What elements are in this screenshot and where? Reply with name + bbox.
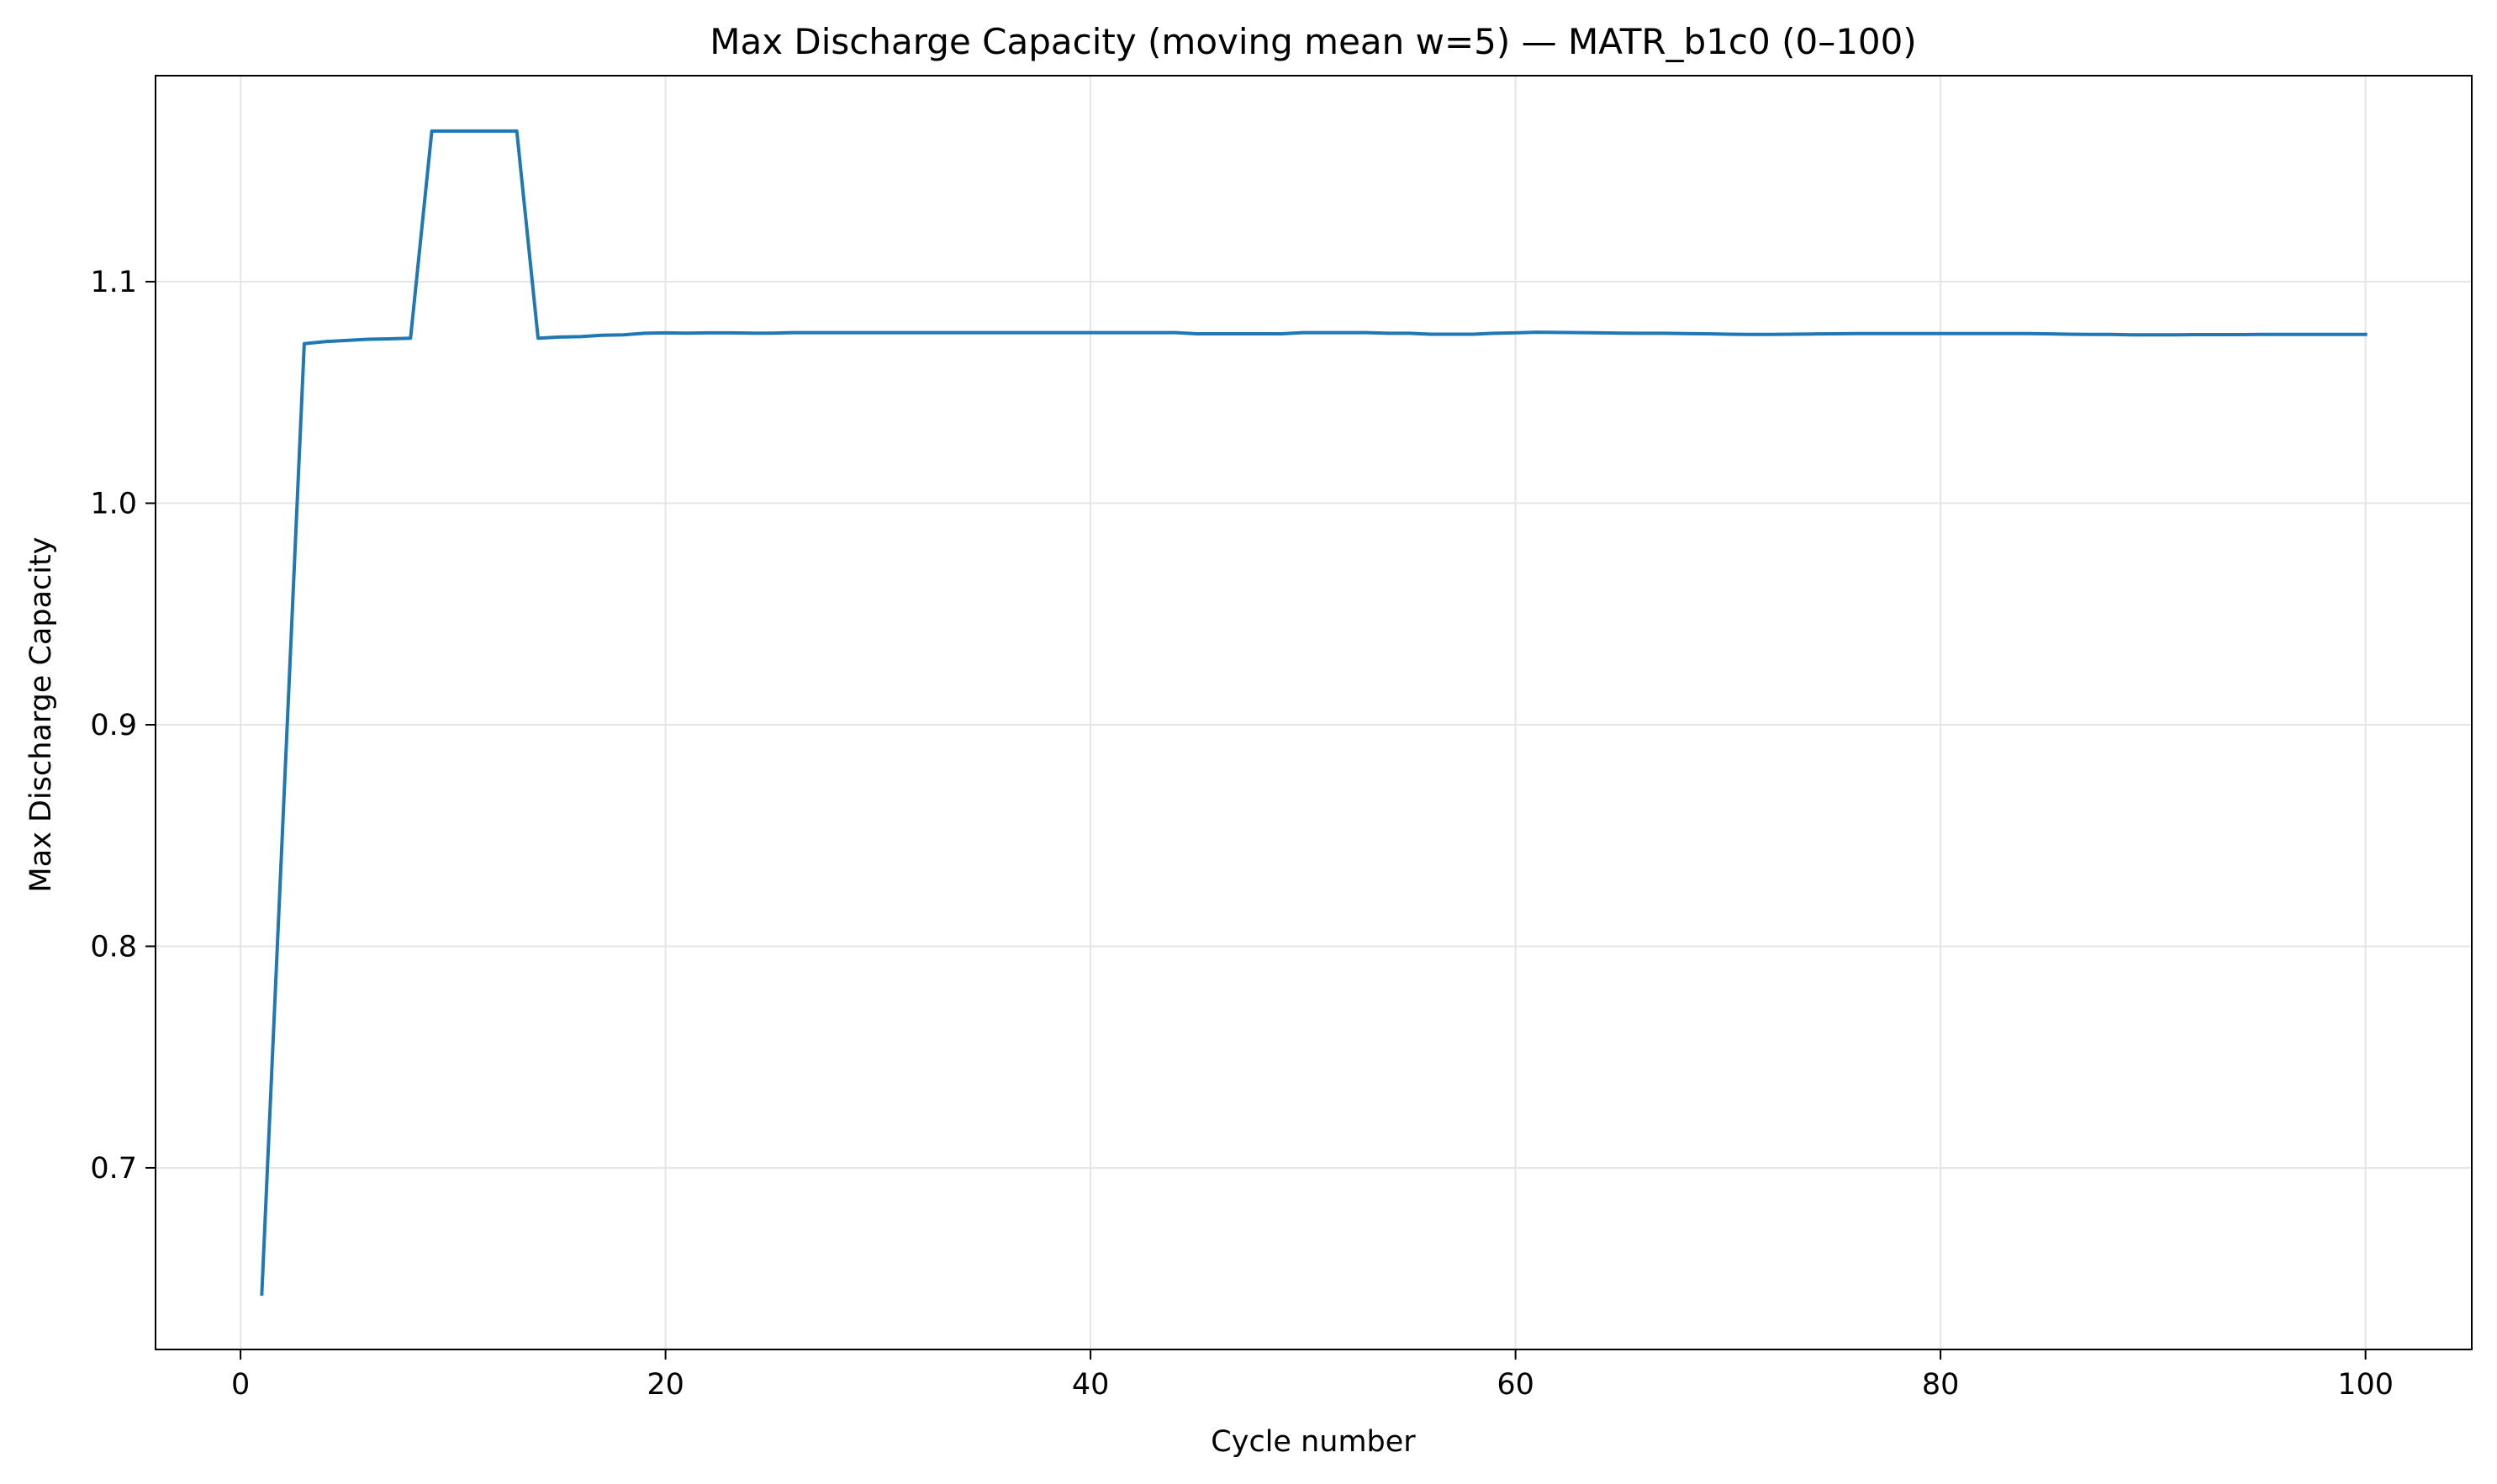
x-tick-label: 0	[231, 1368, 250, 1402]
series-line	[260, 129, 2368, 1297]
tick-layer: 0 20 40 60 80 100 0.7 0.8 0.9 1.0 1.1	[90, 266, 2394, 1402]
y-axis-label: Max Discharge Capacity	[24, 537, 58, 893]
y-tick-label: 0.7	[90, 1152, 137, 1186]
x-tick-label: 100	[2337, 1368, 2394, 1402]
y-tick-label: 0.9	[90, 709, 137, 742]
y-tick-label: 0.8	[90, 930, 137, 964]
grid-layer	[156, 76, 2472, 1349]
y-tick-label: 1.0	[90, 488, 137, 521]
x-tick-label: 40	[1072, 1368, 1110, 1402]
series-layer	[260, 129, 2368, 1297]
x-axis-label: Cycle number	[1211, 1425, 1416, 1459]
x-tick-label: 80	[1922, 1368, 1960, 1402]
x-tick-label: 60	[1497, 1368, 1534, 1402]
x-tick-label: 20	[647, 1368, 684, 1402]
y-tick-label: 1.1	[90, 266, 137, 299]
chart-title: Max Discharge Capacity (moving mean w=5)…	[710, 21, 1917, 62]
plot-area-frame	[155, 75, 2473, 1350]
